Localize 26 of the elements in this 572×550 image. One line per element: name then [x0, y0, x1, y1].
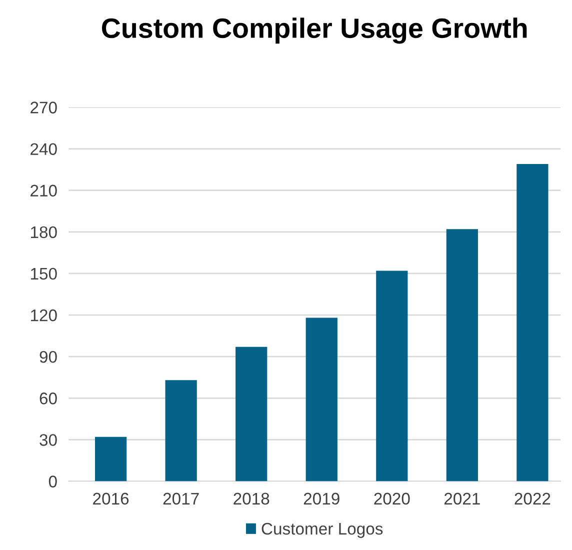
x-tick-label: 2022: [514, 492, 550, 505]
x-tick-label: 2019: [304, 492, 340, 505]
bar: [165, 380, 197, 482]
y-tick-label: 30: [40, 434, 57, 446]
y-tick-label: 120: [30, 309, 57, 322]
y-tick-label: 150: [30, 268, 57, 280]
y-tick-label: 60: [40, 392, 57, 404]
y-tick-label: 90: [40, 350, 57, 363]
bar: [446, 229, 478, 482]
legend-label: Customer Logos: [262, 522, 383, 538]
bar: [306, 318, 338, 482]
bar: [236, 346, 268, 482]
bar: [94, 436, 127, 482]
chart-title: Custom Compiler Usage Growth: [102, 18, 527, 44]
y-tick-label: 210: [30, 184, 57, 197]
y-tick-label: 0: [48, 476, 57, 488]
y-tick-label: 180: [30, 226, 57, 238]
x-tick-label: 2018: [234, 492, 270, 505]
x-tick-label: 2016: [93, 492, 129, 505]
y-tick-label: 240: [30, 143, 57, 156]
bar: [376, 270, 408, 482]
x-tick-label: 2017: [163, 492, 199, 505]
x-tick-label: 2020: [374, 492, 410, 505]
y-tick-label: 270: [30, 102, 57, 114]
x-tick-label: 2021: [444, 492, 480, 505]
bar: [516, 164, 548, 482]
